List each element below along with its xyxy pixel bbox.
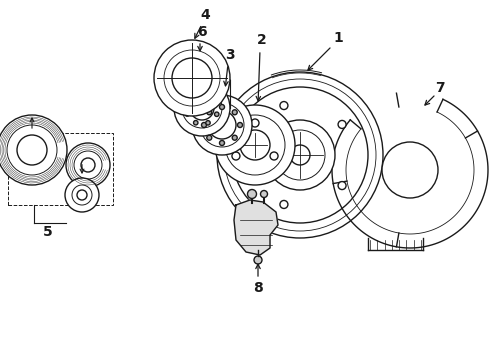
Circle shape (81, 158, 95, 172)
Circle shape (77, 190, 87, 200)
Circle shape (200, 103, 244, 147)
Circle shape (254, 256, 262, 264)
Polygon shape (234, 200, 278, 255)
Bar (8, 133, 113, 205)
Circle shape (17, 135, 47, 165)
Circle shape (240, 130, 270, 160)
Circle shape (382, 142, 438, 198)
Circle shape (220, 104, 224, 109)
Text: 3: 3 (225, 48, 235, 62)
Circle shape (194, 121, 198, 125)
Circle shape (185, 100, 190, 104)
Circle shape (164, 50, 220, 106)
Circle shape (215, 100, 219, 104)
Circle shape (232, 110, 237, 115)
Circle shape (182, 88, 222, 128)
Circle shape (270, 152, 278, 160)
Circle shape (338, 181, 346, 190)
Circle shape (185, 112, 189, 116)
Circle shape (247, 189, 256, 198)
Circle shape (265, 120, 335, 190)
Circle shape (220, 140, 224, 145)
Circle shape (66, 143, 110, 187)
Circle shape (217, 72, 383, 238)
Circle shape (65, 178, 99, 212)
Circle shape (280, 201, 288, 208)
Circle shape (238, 122, 243, 127)
Circle shape (154, 40, 230, 116)
Circle shape (232, 152, 240, 160)
Circle shape (232, 135, 237, 140)
Circle shape (172, 58, 212, 98)
Circle shape (7, 125, 57, 175)
Circle shape (215, 112, 219, 116)
Circle shape (192, 95, 252, 155)
Circle shape (251, 119, 259, 127)
Circle shape (206, 91, 210, 95)
Circle shape (74, 151, 102, 179)
Text: 7: 7 (435, 81, 445, 95)
Text: 4: 4 (200, 8, 210, 22)
Circle shape (0, 115, 67, 185)
Circle shape (194, 91, 198, 95)
Circle shape (206, 121, 210, 125)
Circle shape (225, 115, 285, 175)
Text: 6: 6 (197, 25, 207, 39)
Text: 2: 2 (257, 33, 267, 47)
Circle shape (224, 79, 376, 231)
Circle shape (280, 102, 288, 109)
Circle shape (190, 96, 214, 120)
Text: 8: 8 (253, 281, 263, 295)
Text: 1: 1 (333, 31, 343, 45)
Circle shape (174, 80, 230, 136)
Circle shape (72, 185, 92, 205)
Circle shape (244, 151, 252, 159)
Circle shape (207, 135, 212, 140)
Circle shape (338, 121, 346, 129)
Circle shape (275, 130, 325, 180)
Circle shape (201, 122, 206, 127)
Circle shape (207, 110, 212, 115)
Circle shape (208, 111, 236, 139)
Text: 5: 5 (43, 225, 53, 239)
Circle shape (290, 145, 310, 165)
Circle shape (261, 190, 268, 198)
Circle shape (215, 105, 295, 185)
Circle shape (232, 87, 368, 223)
